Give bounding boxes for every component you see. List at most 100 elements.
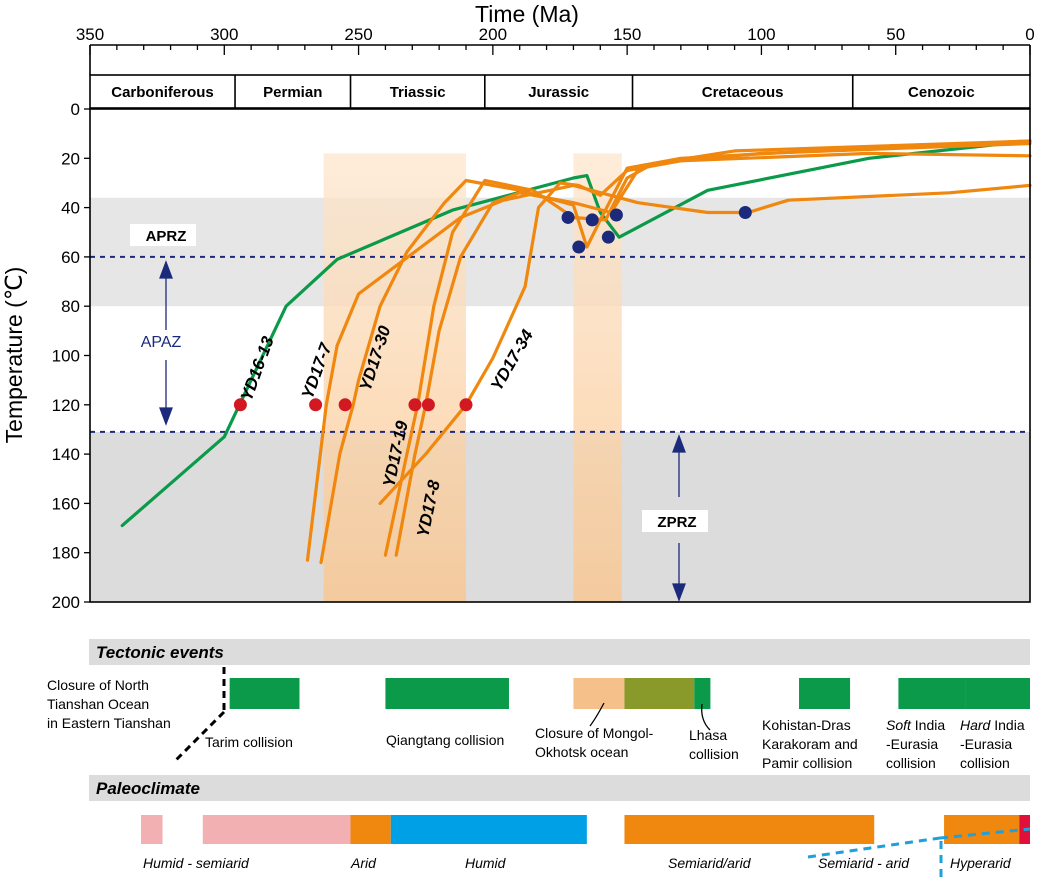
climate-humid: Humid	[465, 855, 507, 871]
x-tick-label-150: 150	[613, 25, 641, 44]
tectonic-header-bg	[89, 639, 1030, 665]
tectonic-bar-2	[573, 678, 625, 709]
tectonic-title: Tectonic events	[96, 643, 224, 662]
climate-arid: Arid	[350, 855, 377, 871]
zprz-arrowhead-down	[672, 583, 686, 602]
climate-bar-3	[390, 815, 587, 844]
north-tianshan-line-3: in Eastern Tianshan	[47, 715, 171, 731]
marker-8	[585, 213, 599, 227]
kohistan-label-line-2: Karakoram and	[762, 736, 858, 752]
apaz-arrowhead-down	[159, 407, 173, 426]
lhasa-label-line-1: Lhasa	[689, 727, 727, 743]
x-tick-label-300: 300	[210, 25, 238, 44]
kohistan-label-line-3: Pamir collision	[762, 755, 852, 771]
period-label-cenozoic: Cenozoic	[908, 84, 975, 101]
hard-india-line-1: Hard India	[960, 717, 1025, 733]
tectonic-bar-4	[694, 678, 711, 709]
marker-7	[572, 240, 586, 254]
marker-9	[601, 230, 615, 244]
y-tick-label-160: 160	[52, 494, 80, 513]
tectonic-bar-6	[898, 678, 966, 709]
y-tick-label-180: 180	[52, 544, 80, 563]
marker-3	[408, 398, 422, 412]
series-line-yd17-8	[394, 139, 1032, 557]
tectonic-bar-0	[229, 678, 300, 709]
tectonic-labels: Closure of North Tianshan Ocean in Easte…	[47, 677, 1025, 771]
tectonic-bar-7	[965, 678, 1030, 709]
north-tianshan-line-1: Closure of North	[47, 677, 149, 693]
zprz-label-bg	[642, 510, 708, 532]
aprz-label-bg	[130, 224, 196, 246]
x-tick-label-250: 250	[344, 25, 372, 44]
marker-4	[421, 398, 435, 412]
x-tick-label-0: 0	[1025, 25, 1034, 44]
y-tick-label-140: 140	[52, 445, 80, 464]
apaz-arrowhead-up	[159, 260, 173, 279]
y-tick-label-20: 20	[61, 149, 80, 168]
soft-india-line-2: -Eurasia	[886, 736, 938, 752]
marker-10	[609, 208, 623, 222]
y-tick-label-80: 80	[61, 297, 80, 316]
period-label-cretaceous: Cretaceous	[702, 84, 784, 101]
period-label-carboniferous: Carboniferous	[111, 84, 214, 101]
y-tick-label-120: 120	[52, 396, 80, 415]
y-axis-title: Temperature (℃)	[1, 267, 27, 444]
paleoclimate-bars	[141, 815, 1030, 844]
climate-bar-4	[624, 815, 875, 844]
marker-11	[738, 206, 752, 220]
hyperarid-dash-line	[939, 827, 1031, 840]
marker-6	[561, 210, 575, 224]
tectonic-bar-3	[624, 678, 695, 709]
y-tick-label-100: 100	[52, 347, 80, 366]
hard-india-line-2: -Eurasia	[960, 736, 1012, 752]
kohistan-label-line-1: Kohistan-Dras	[762, 717, 851, 733]
climate-bar-1	[202, 815, 351, 844]
tectonic-bar-1	[385, 678, 509, 709]
highlight-band-0	[323, 153, 466, 602]
zone-aprz	[90, 197, 1030, 307]
y-tick-label-40: 40	[61, 199, 80, 218]
period-strip	[89, 74, 1031, 109]
soft-india-line-1: Soft India	[886, 717, 945, 733]
background-layer	[90, 197, 1030, 602]
period-label-triassic: Triassic	[390, 84, 446, 101]
zone-zprz	[90, 431, 1030, 602]
zprz-label: ZPRZ	[657, 514, 696, 531]
hard-rest: India	[990, 717, 1024, 733]
lhasa-pointer	[701, 703, 711, 731]
apaz-label: APAZ	[141, 334, 182, 351]
axes-layer: Carboniferous Permian Triassic Jurassic Cret…	[52, 25, 1035, 612]
marker-2	[338, 398, 352, 412]
climate-hyperarid: Hyperarid	[950, 855, 1012, 871]
mongol-label-line-1: Closure of Mongol-	[535, 725, 654, 741]
hard-word: Hard	[960, 717, 992, 733]
paleoclimate-header-bg	[89, 775, 1030, 801]
zprz-arrowhead-up	[672, 434, 686, 453]
marker-5	[459, 398, 473, 412]
north-tianshan-line-2: Tianshan Ocean	[47, 696, 149, 712]
hard-india-line-3: collision	[960, 755, 1010, 771]
x-tick-label-200: 200	[479, 25, 507, 44]
qiangtang-label: Qiangtang collision	[386, 732, 504, 748]
x-tick-label-350: 350	[76, 25, 104, 44]
climate-bar-5	[944, 815, 1020, 844]
period-label-permian: Permian	[263, 84, 322, 101]
series-label-yd17-34: YD17-34	[487, 326, 537, 394]
aprz-label: APRZ	[146, 228, 187, 245]
climate-semiarid-arid: Semiarid/arid	[668, 855, 752, 871]
climate-bar-0	[141, 815, 163, 844]
y-tick-label-200: 200	[52, 593, 80, 612]
tectonic-bars	[229, 678, 1030, 709]
x-axis-title: Time (Ma)	[475, 1, 579, 27]
lhasa-label-line-2: collision	[689, 746, 739, 762]
climate-bar-2	[350, 815, 391, 844]
mongol-label-line-2: Okhotsk ocean	[535, 744, 628, 760]
tectonic-bar-5	[799, 678, 851, 709]
marker-0	[233, 398, 247, 412]
series-label-yd16-13: YD16-13	[237, 333, 278, 403]
marker-1	[309, 398, 323, 412]
soft-india-line-3: collision	[886, 755, 936, 771]
marker-layer	[233, 206, 752, 412]
paleoclimate-title: Paleoclimate	[96, 779, 200, 798]
y-tick-label-0: 0	[71, 100, 80, 119]
